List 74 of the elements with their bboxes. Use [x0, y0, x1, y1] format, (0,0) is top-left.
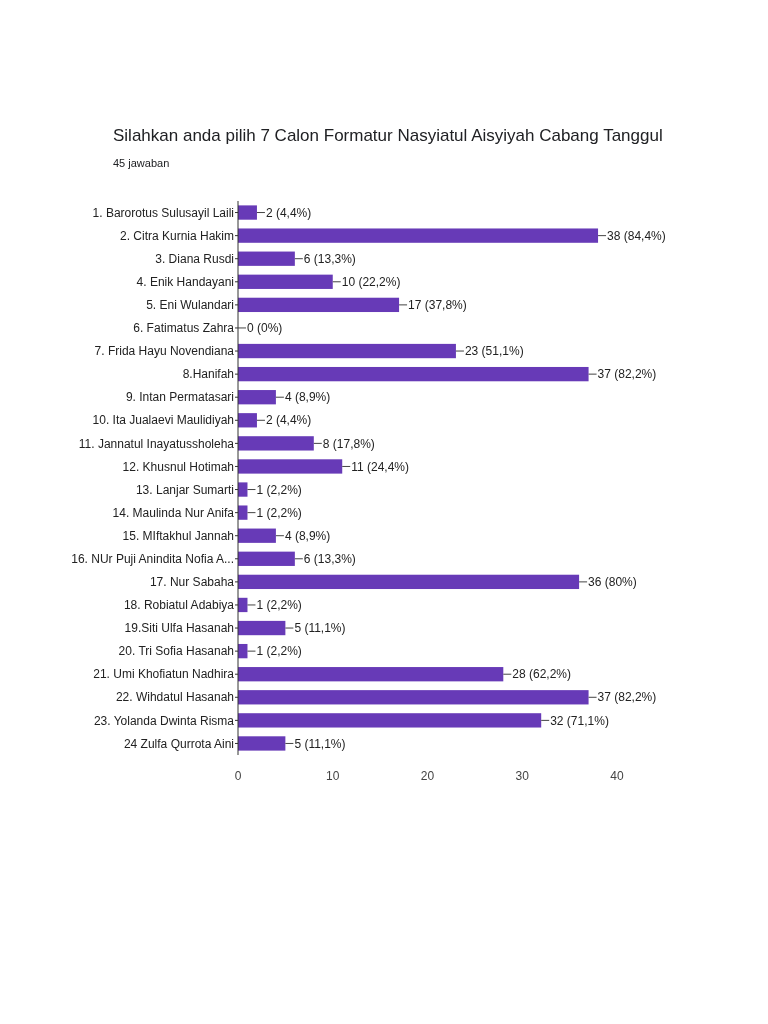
y-tick-label: 16. NUr Puji Anindita Nofia A...	[71, 551, 234, 566]
bar	[238, 297, 400, 313]
y-tick-label: 22. Wihdatul Hasanah	[115, 690, 234, 705]
x-tick-label: 40	[610, 769, 624, 783]
y-tick-label: 4. Enik Handayani	[136, 274, 234, 289]
y-tick-label: 14. Maulinda Nur Anifa	[112, 505, 235, 520]
bar	[238, 436, 314, 451]
data-label: 5 (11,1%)	[294, 621, 346, 636]
y-tick-label: 8.Hanifah	[182, 367, 234, 382]
data-label: 6 (13,3%)	[303, 551, 356, 566]
bar	[238, 736, 286, 751]
bar	[238, 667, 504, 682]
y-tick-label: 2. Citra Kurnia Hakim	[119, 228, 234, 243]
y-tick-label: 17. Nur Sabaha	[149, 575, 235, 590]
x-tick-label: 20	[420, 769, 435, 783]
y-tick-label: 24 Zulfa Qurrota Aini	[123, 736, 234, 751]
bar	[238, 690, 589, 705]
y-tick-label: 3. Diana Rusdi	[155, 251, 234, 266]
data-label: 28 (62,2%)	[512, 667, 571, 682]
data-label: 37 (82,2%)	[597, 367, 657, 382]
bar	[238, 274, 333, 289]
bar	[238, 343, 456, 359]
y-tick-label: 1. Barorotus Sulusayil Laili	[92, 205, 234, 220]
bar	[238, 459, 343, 474]
bar	[238, 205, 257, 220]
y-tick-label: 7. Frida Hayu Novendiana	[94, 344, 235, 359]
x-tick-label: 30	[515, 769, 530, 783]
data-label: 4 (8,9%)	[284, 390, 331, 405]
chart-title: Silahkan anda pilih 7 Calon Formatur Nasyiatul Aisyiyah Cabang Tanggul	[113, 126, 663, 145]
y-tick-label: 19.Siti Ulfa Hasanah	[124, 621, 234, 636]
data-label: 1 (2,2%)	[256, 505, 302, 520]
y-tick-label: 20. Tri Sofia Hasanah	[118, 644, 234, 659]
x-tick-label: 0	[234, 769, 242, 783]
data-label: 36 (80%)	[588, 575, 637, 590]
y-tick-label: 6. Fatimatus Zahra	[133, 321, 235, 336]
data-label: 1 (2,2%)	[256, 598, 302, 613]
bar	[238, 251, 295, 266]
y-tick-label: 5. Eni Wulandari	[146, 298, 234, 313]
data-label: 1 (2,2%)	[256, 644, 302, 659]
y-tick-label: 9. Intan Permatasari	[125, 390, 234, 405]
bar	[238, 413, 257, 428]
data-label: 6 (13,3%)	[303, 251, 356, 266]
data-label: 2 (4,4%)	[265, 413, 312, 428]
data-label: 17 (37,8%)	[408, 298, 467, 313]
data-label: 10 (22,2%)	[341, 274, 401, 289]
y-tick-label: 11. Jannatul Inayatussholeha	[78, 436, 235, 451]
data-label: 23 (51,1%)	[464, 344, 524, 359]
data-label: 38 (84,4%)	[607, 228, 666, 243]
data-label: 37 (82,2%)	[597, 690, 657, 705]
data-label: 4 (8,9%)	[284, 528, 331, 543]
data-label: 11 (24,4%)	[351, 459, 410, 474]
y-tick-label: 21. Umi Khofiatun Nadhira	[93, 667, 235, 682]
y-tick-label: 18. Robiatul Adabiya	[123, 598, 235, 613]
data-label: 1 (2,2%)	[256, 482, 302, 497]
bar	[238, 228, 599, 243]
bar	[238, 574, 580, 590]
y-tick-label: 10. Ita Jualaevi Maulidiyah	[92, 413, 234, 428]
data-label: 32 (71,1%)	[550, 713, 609, 728]
data-label: 8 (17,8%)	[322, 436, 375, 451]
data-label: 5 (11,1%)	[294, 736, 346, 751]
text: 45 jawaban	[113, 157, 170, 169]
data-label: 2 (4,4%)	[265, 205, 312, 220]
y-tick-label: 15. MIftakhul Jannah	[122, 528, 234, 543]
bar	[238, 620, 286, 636]
bar	[238, 528, 276, 543]
y-tick-label: 12. Khusnul Hotimah	[122, 459, 234, 474]
y-tick-label: 23. Yolanda Dwinta Risma	[93, 713, 235, 728]
bar	[238, 390, 276, 405]
bar	[238, 366, 589, 382]
bar	[238, 713, 542, 728]
y-tick-label: 13. Lanjar Sumarti	[135, 482, 234, 497]
x-tick-label: 10	[326, 769, 340, 783]
data-label: 0 (0%)	[247, 321, 283, 336]
bar	[238, 551, 295, 566]
